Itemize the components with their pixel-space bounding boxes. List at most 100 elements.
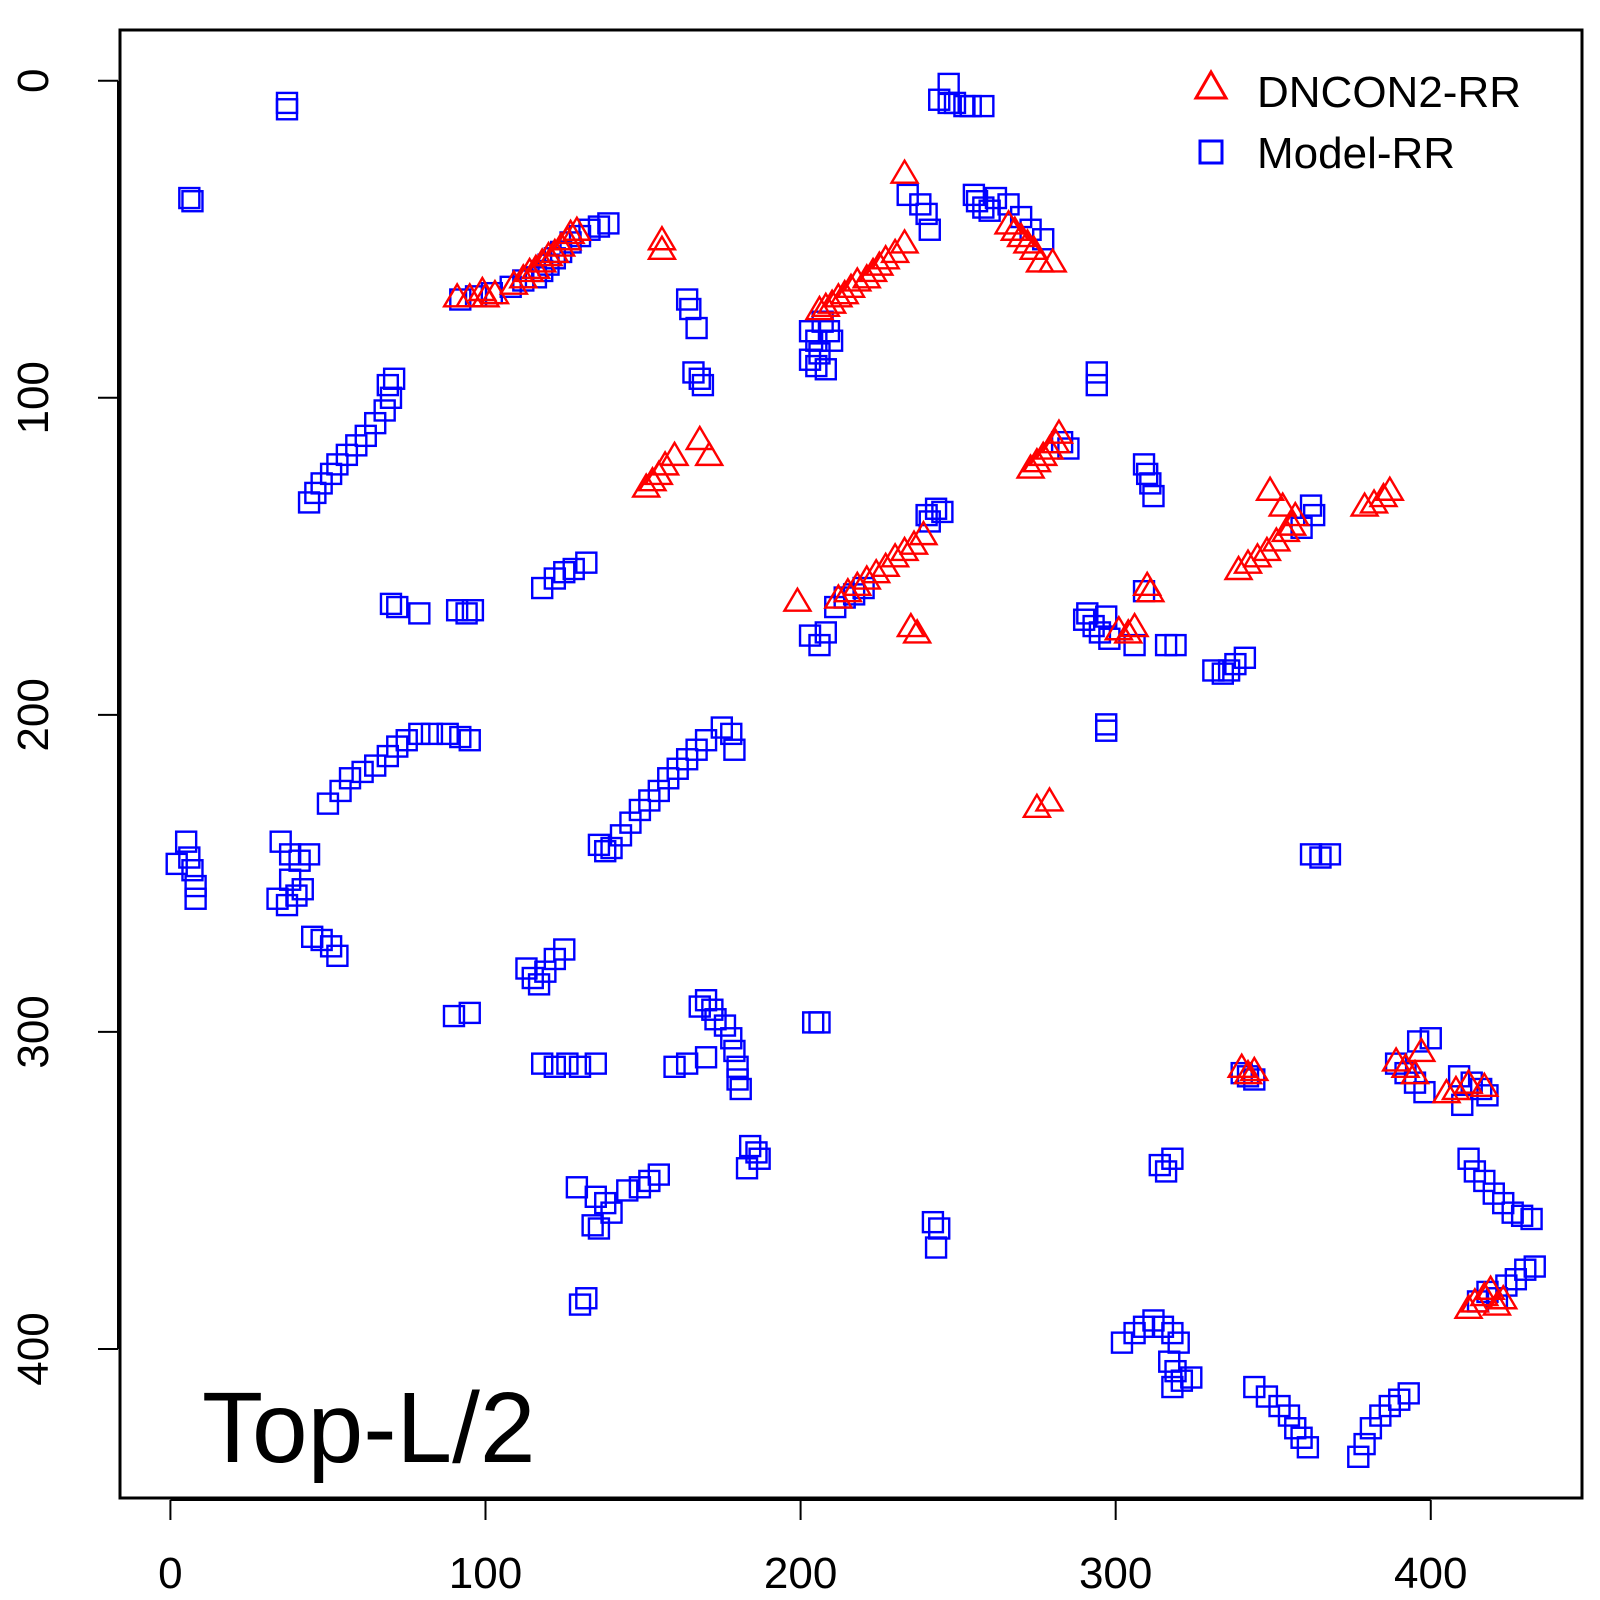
model-rr-point [663, 1055, 686, 1078]
dncon2-rr-point [546, 231, 577, 257]
dncon2-rr-point [1254, 475, 1286, 501]
model-rr-point [587, 833, 611, 857]
dncon2-rr-point [1469, 1280, 1500, 1307]
model-rr-point [937, 72, 960, 96]
dncon2-rr-point [1040, 427, 1071, 454]
dncon2-rr-point [870, 243, 901, 270]
model-rr-point [1523, 1255, 1546, 1278]
model-rr-point [694, 729, 718, 752]
model-rr-point [531, 1052, 554, 1075]
dncon2-rr-point [782, 586, 813, 612]
dncon2-rr-point [880, 237, 911, 264]
model-rr-point [694, 1046, 718, 1069]
dncon2-rr-point [1242, 541, 1273, 568]
model-rr-point [814, 621, 837, 644]
model-rr-point [587, 1217, 611, 1240]
model-rr-point [1161, 1147, 1184, 1170]
dncon2-rr-point [889, 535, 920, 562]
dncon2-rr-point [898, 529, 930, 555]
model-rr-point [720, 1027, 743, 1050]
dncon2-rr-point [993, 209, 1024, 235]
model-rr-point [984, 186, 1008, 210]
dncon2-rr-point [637, 465, 668, 492]
dncon2-rr-point [659, 440, 690, 467]
dncon2-rr-point [1015, 453, 1046, 479]
model-rr-point [600, 1201, 623, 1224]
dncon2-rr-point [1119, 611, 1150, 638]
dncon2-rr-point [1261, 526, 1292, 552]
y-axis: 0 100 200 300 400 [9, 68, 119, 1386]
dncon2-rr-point [895, 611, 926, 638]
dncon2-rr-point [1453, 1293, 1484, 1319]
model-rr-point [297, 843, 321, 866]
model-rr-point [278, 868, 302, 891]
dncon2-rr-point [1453, 1068, 1484, 1094]
dncon2-rr-point [908, 519, 939, 546]
dncon2-rr-point [1374, 475, 1405, 501]
model-rr-point [543, 1055, 567, 1078]
dncon2-rr-point [1267, 491, 1298, 517]
model-rr-point [972, 94, 995, 118]
model-rr-point [723, 1039, 746, 1063]
y-tick-label: 0 [9, 68, 58, 92]
dncon2-rr-point [861, 557, 892, 584]
model-rr-point [1318, 843, 1342, 866]
x-tick-label: 100 [449, 1549, 522, 1598]
dncon2-rr-point [1037, 247, 1068, 273]
model-rr-point [395, 729, 418, 752]
model-rr-point [436, 722, 459, 746]
model-rr-point [735, 1157, 759, 1180]
data-marks [165, 72, 1546, 1468]
model-rr-point [382, 367, 406, 390]
dncon2-rr-point [498, 269, 529, 295]
model-rr-point [408, 722, 431, 746]
model-rr-point [1085, 373, 1108, 397]
model-rr-point [458, 1001, 481, 1025]
dncon2-rr-point [555, 218, 586, 245]
legend-item-dncon2-rr: DNCON2-RR [1193, 68, 1521, 117]
dncon2-rr-point [1431, 1077, 1462, 1104]
model-rr-point [915, 202, 938, 226]
model-rr-point [1139, 472, 1162, 495]
dncon2-rr-point [1021, 446, 1053, 473]
model-rr-point [808, 1011, 831, 1034]
model-rr-point [178, 846, 201, 869]
model-rr-point [316, 792, 340, 815]
dncon2-rr-point [857, 256, 889, 283]
model-rr-point [1164, 633, 1187, 657]
model-rr-point [1277, 1404, 1301, 1427]
dncon2-rr-point [631, 472, 662, 498]
dncon2-rr-point [1399, 1058, 1431, 1085]
model-rr-point [1457, 1147, 1480, 1170]
model-rr-point [720, 722, 743, 746]
model-rr-point [814, 358, 837, 381]
model-rr-point [1353, 1432, 1376, 1456]
dncon2-rr-point [1239, 1055, 1270, 1082]
legend-triangle-marker [1193, 68, 1229, 100]
model-rr-point [1142, 484, 1165, 508]
model-rr-point [178, 186, 201, 210]
dncon2-rr-point [1277, 510, 1308, 536]
dncon2-rr-point [1034, 434, 1065, 460]
model-rr-point [616, 1179, 639, 1202]
dncon2-rr-point [889, 158, 920, 184]
model-rr-point [1520, 1207, 1543, 1231]
model-rr-point [581, 1214, 604, 1237]
dncon2-rr-point [527, 247, 558, 273]
dncon2-rr-point [514, 256, 545, 283]
dncon2-rr-point [646, 234, 678, 260]
model-rr-point [1233, 646, 1257, 669]
model-rr-point [820, 329, 844, 352]
x-tick-label: 0 [158, 1549, 182, 1598]
model-rr-point [594, 839, 617, 863]
model-rr-point [647, 1163, 670, 1186]
model-rr-point [338, 767, 362, 790]
dncon2-rr-point [1223, 554, 1254, 581]
model-rr-point [285, 884, 308, 907]
dncon2-rr-point [539, 237, 570, 264]
y-tick-label: 400 [9, 1312, 58, 1385]
dncon2-rr-point [835, 272, 867, 299]
model-rr-point [713, 1014, 737, 1037]
model-rr-point [275, 98, 299, 121]
model-rr-point [373, 399, 396, 422]
